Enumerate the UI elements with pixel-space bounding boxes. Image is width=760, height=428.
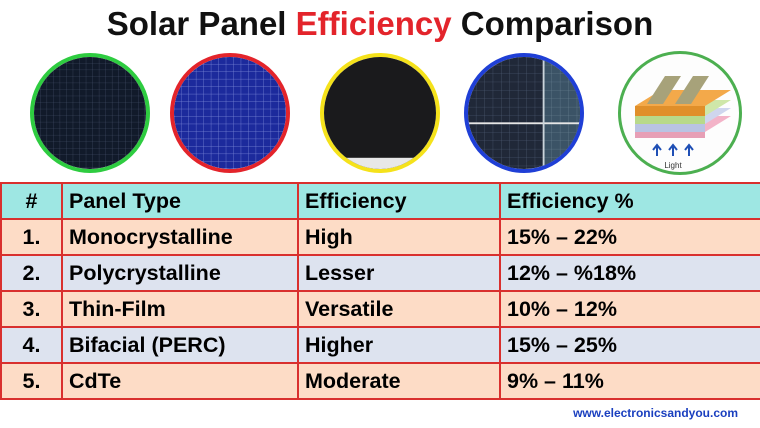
- row-number: 5.: [0, 362, 63, 400]
- row-efficiency: Higher: [297, 326, 501, 364]
- table-row: 5. CdTe Moderate 9% – 11%: [0, 362, 760, 400]
- header-panel-type: Panel Type: [61, 182, 299, 220]
- row-efficiency: Moderate: [297, 362, 501, 400]
- row-efficiency: High: [297, 218, 501, 256]
- bifacial-panel-image: [464, 53, 584, 173]
- table-row: 3. Thin-Film Versatile 10% – 12%: [0, 290, 760, 328]
- comparison-table: # Panel Type Efficiency Efficiency % 1. …: [0, 182, 760, 400]
- title-accent: Efficiency: [295, 5, 452, 42]
- title-part2: Comparison: [451, 5, 654, 42]
- polycrystalline-panel-image: [170, 53, 290, 173]
- website-link[interactable]: www.electronicsandyou.com: [573, 406, 738, 420]
- header-number: #: [0, 182, 63, 220]
- row-efficiency: Lesser: [297, 254, 501, 292]
- row-panel-type: Polycrystalline: [61, 254, 299, 292]
- cdte-cell-diagram: Light: [618, 51, 742, 175]
- title-part1: Solar Panel: [106, 5, 296, 42]
- row-number: 3.: [0, 290, 63, 328]
- row-efficiency-percent: 15% – 25%: [499, 326, 760, 364]
- panel-images-row: Light: [0, 48, 760, 178]
- table-row: 1. Monocrystalline High 15% – 22%: [0, 218, 760, 256]
- header-efficiency: Efficiency: [297, 182, 501, 220]
- row-panel-type: CdTe: [61, 362, 299, 400]
- row-number: 2.: [0, 254, 63, 292]
- row-efficiency: Versatile: [297, 290, 501, 328]
- page-title: Solar Panel Efficiency Comparison: [0, 4, 760, 44]
- row-panel-type: Bifacial (PERC): [61, 326, 299, 364]
- row-efficiency-percent: 12% – %18%: [499, 254, 760, 292]
- row-panel-type: Monocrystalline: [61, 218, 299, 256]
- table-row: 2. Polycrystalline Lesser 12% – %18%: [0, 254, 760, 292]
- header-efficiency-percent: Efficiency %: [499, 182, 760, 220]
- row-panel-type: Thin-Film: [61, 290, 299, 328]
- row-efficiency-percent: 15% – 22%: [499, 218, 760, 256]
- table-row: 4. Bifacial (PERC) Higher 15% – 25%: [0, 326, 760, 364]
- row-number: 4.: [0, 326, 63, 364]
- monocrystalline-panel-image: [30, 53, 150, 173]
- row-efficiency-percent: 9% – 11%: [499, 362, 760, 400]
- light-label: Light: [664, 161, 682, 170]
- row-number: 1.: [0, 218, 63, 256]
- thin-film-panel-image: [320, 53, 440, 173]
- row-efficiency-percent: 10% – 12%: [499, 290, 760, 328]
- table-header-row: # Panel Type Efficiency Efficiency %: [0, 182, 760, 220]
